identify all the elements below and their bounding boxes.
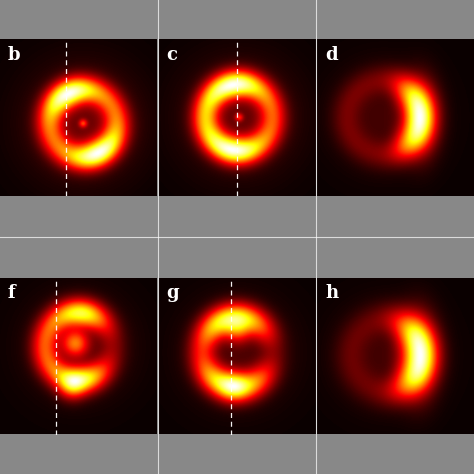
Text: b: b	[8, 46, 20, 64]
Text: c: c	[166, 46, 177, 64]
Text: h: h	[325, 284, 338, 302]
Text: d: d	[325, 46, 337, 64]
Text: g: g	[166, 284, 179, 302]
Text: f: f	[8, 284, 16, 302]
